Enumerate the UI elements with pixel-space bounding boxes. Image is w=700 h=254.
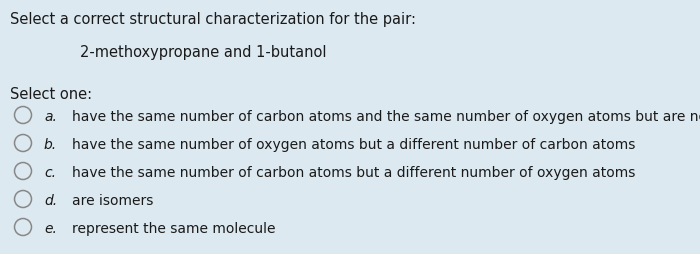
Text: Select a correct structural characterization for the pair:: Select a correct structural characteriza…: [10, 12, 416, 27]
Text: 2-methoxypropane and 1-butanol: 2-methoxypropane and 1-butanol: [80, 45, 326, 60]
Text: b.: b.: [44, 137, 57, 151]
Text: have the same number of oxygen atoms but a different number of carbon atoms: have the same number of oxygen atoms but…: [72, 137, 636, 151]
Text: a.: a.: [44, 109, 57, 123]
Text: have the same number of carbon atoms and the same number of oxygen atoms but are: have the same number of carbon atoms and…: [72, 109, 700, 123]
Text: have the same number of carbon atoms but a different number of oxygen atoms: have the same number of carbon atoms but…: [72, 165, 636, 179]
Text: Select one:: Select one:: [10, 87, 92, 102]
Text: are isomers: are isomers: [72, 193, 153, 207]
Text: e.: e.: [44, 221, 57, 235]
Text: d.: d.: [44, 193, 57, 207]
Text: c.: c.: [44, 165, 56, 179]
Text: represent the same molecule: represent the same molecule: [72, 221, 276, 235]
